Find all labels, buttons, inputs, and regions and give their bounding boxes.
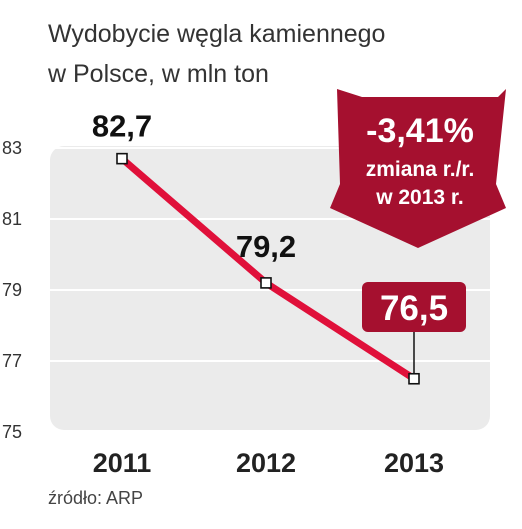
data-labels: 82,7 79,2 76,5 — [92, 109, 466, 332]
data-label: 82,7 — [92, 109, 152, 144]
chart-title-line-2: w Polsce, w mln ton — [47, 60, 269, 88]
data-points — [116, 152, 420, 385]
y-tick-label: 83 — [2, 138, 22, 158]
y-tick-label: 81 — [2, 209, 22, 229]
change-badge: -3,41% zmiana r./r. w 2013 r. — [330, 89, 506, 248]
data-point — [408, 372, 420, 385]
badge-percent-change: -3,41% — [366, 112, 474, 150]
data-point — [260, 277, 272, 289]
data-label: 79,2 — [236, 229, 296, 264]
x-axis-ticks: 2011 2012 2013 — [93, 448, 444, 478]
x-tick-label: 2012 — [236, 448, 296, 478]
chart-title-line-1: Wydobycie węgla kamiennego — [48, 20, 385, 48]
y-tick-label: 77 — [2, 351, 22, 371]
badge-arrow-shape — [330, 89, 506, 248]
y-tick-label: 79 — [2, 280, 22, 300]
x-tick-label: 2011 — [93, 448, 152, 478]
x-tick-label: 2013 — [384, 448, 444, 478]
source-note: źródło: ARP — [48, 488, 143, 508]
badge-caption-line-2: w 2013 r. — [375, 186, 464, 209]
data-point — [116, 152, 128, 165]
y-axis-ticks: 75 77 79 81 83 — [2, 138, 22, 442]
data-label: 76,5 — [380, 289, 448, 328]
badge-caption-line-1: zmiana r./r. — [366, 158, 475, 181]
highlight-label-box — [362, 282, 466, 332]
y-tick-label: 75 — [2, 422, 22, 442]
